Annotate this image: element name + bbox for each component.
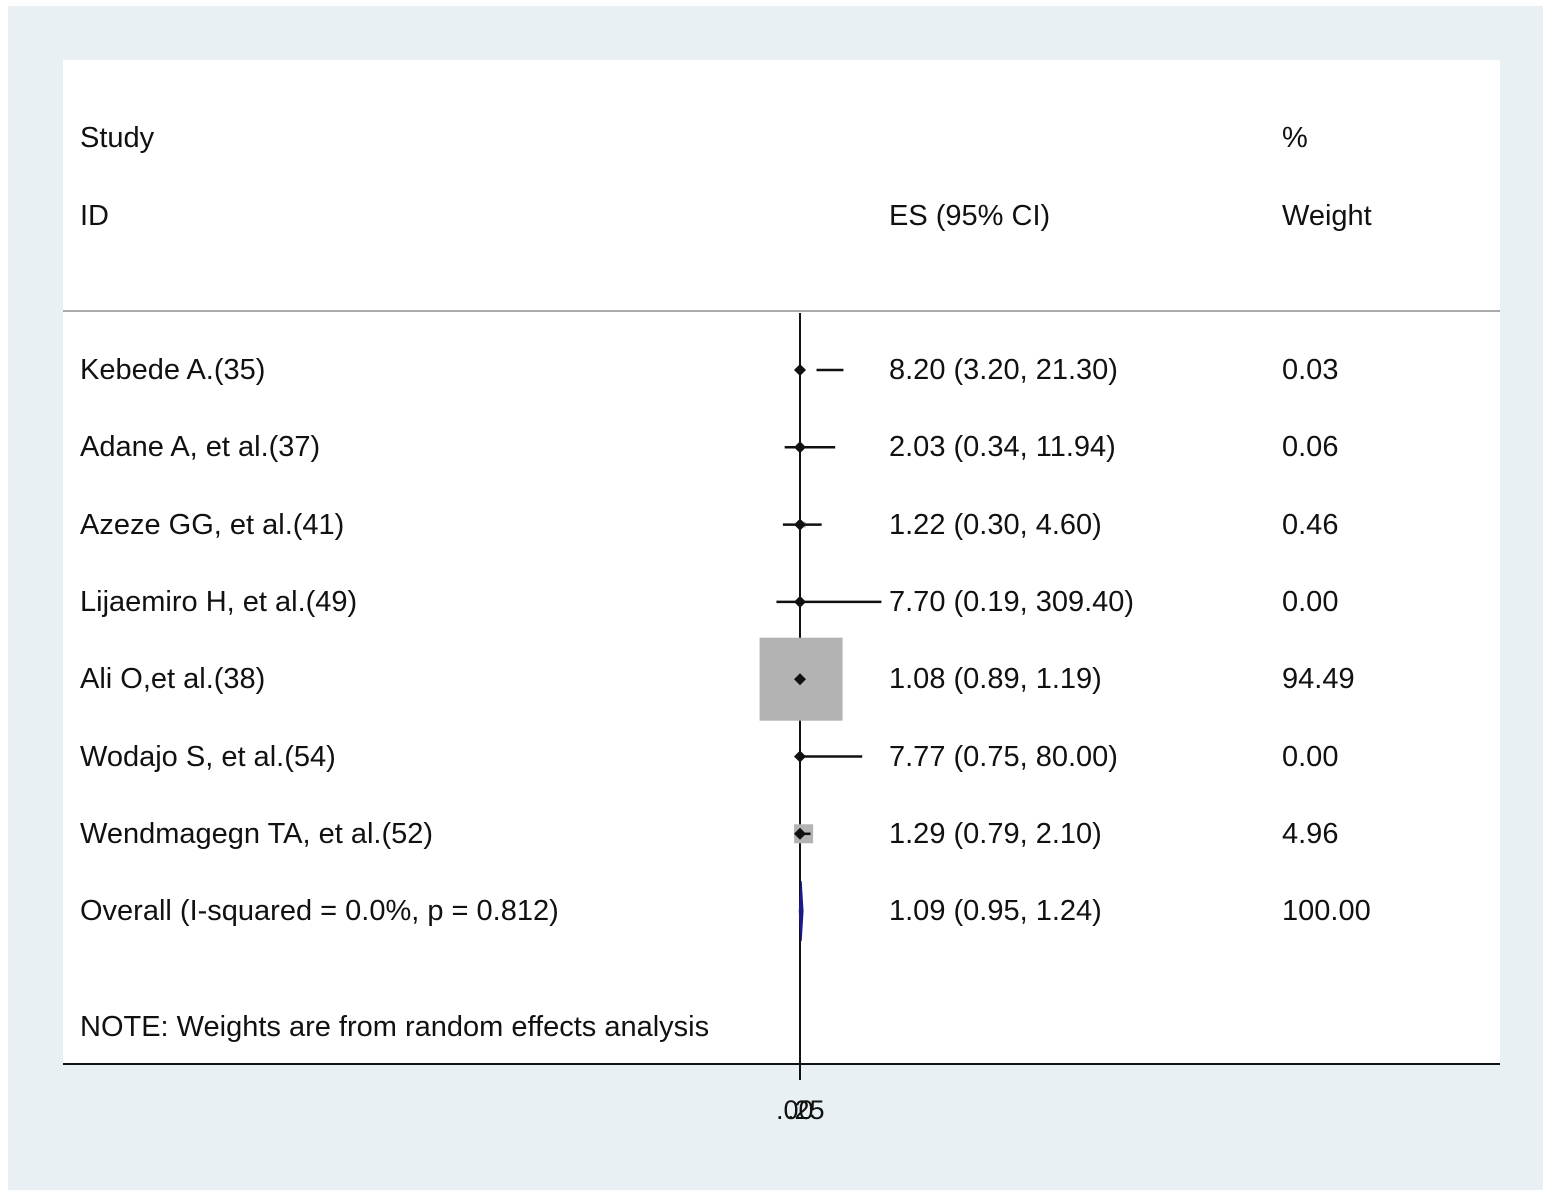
study-es: 1.08 (0.89, 1.19) <box>889 663 1102 696</box>
header-weight: Weight <box>1282 200 1372 232</box>
study-label: Azeze GG, et al.(41) <box>80 508 345 541</box>
study-es: 1.22 (0.30, 4.60) <box>889 508 1102 541</box>
overall-es: 1.09 (0.95, 1.24) <box>889 895 1102 928</box>
study-es: 7.70 (0.19, 309.40) <box>889 585 1135 618</box>
header-id: ID <box>80 200 109 232</box>
header-study: Study <box>80 122 155 154</box>
point-estimate <box>794 441 806 454</box>
study-weight: 94.49 <box>1282 663 1355 696</box>
header-es: ES (95% CI) <box>889 200 1051 232</box>
study-es: 8.20 (3.20, 21.30) <box>889 354 1118 386</box>
study-weight: 0.00 <box>1282 585 1339 618</box>
study-es: 7.77 (0.75, 80.00) <box>889 740 1118 773</box>
x-tick-label: .25 <box>787 1095 825 1125</box>
overall-diamond <box>798 881 804 942</box>
note-text: NOTE: Weights are from random effects an… <box>80 1011 710 1043</box>
study-weight: 4.96 <box>1282 817 1339 850</box>
study-label: Wodajo S, et al.(54) <box>80 740 336 773</box>
point-estimate <box>794 595 806 608</box>
point-estimate <box>794 364 806 376</box>
point-estimate <box>794 750 806 763</box>
overall-weight: 100.00 <box>1282 895 1371 928</box>
study-label: Adane A, et al.(37) <box>80 431 321 464</box>
study-weight: 0.06 <box>1282 431 1339 464</box>
study-label: Wendmagegn TA, et al.(52) <box>80 817 434 850</box>
plot-panel <box>63 60 1500 1065</box>
point-estimate <box>794 518 806 531</box>
study-weight: 0.00 <box>1282 740 1339 773</box>
study-label: Kebede A.(35) <box>80 354 266 386</box>
point-estimate <box>794 827 806 840</box>
study-label: Ali O,et al.(38) <box>80 663 266 696</box>
header-percent: % <box>1282 122 1308 154</box>
study-weight: 0.03 <box>1282 354 1339 386</box>
study-es: 1.29 (0.79, 2.10) <box>889 817 1102 850</box>
study-es: 2.03 (0.34, 11.94) <box>889 431 1116 464</box>
point-estimate <box>794 673 806 686</box>
study-weight: 0.46 <box>1282 508 1339 541</box>
study-label: Lijaemiro H, et al.(49) <box>80 585 358 618</box>
overall-label: Overall (I-squared = 0.0%, p = 0.812) <box>80 895 559 928</box>
x-tick-label: .00 <box>776 1095 814 1125</box>
